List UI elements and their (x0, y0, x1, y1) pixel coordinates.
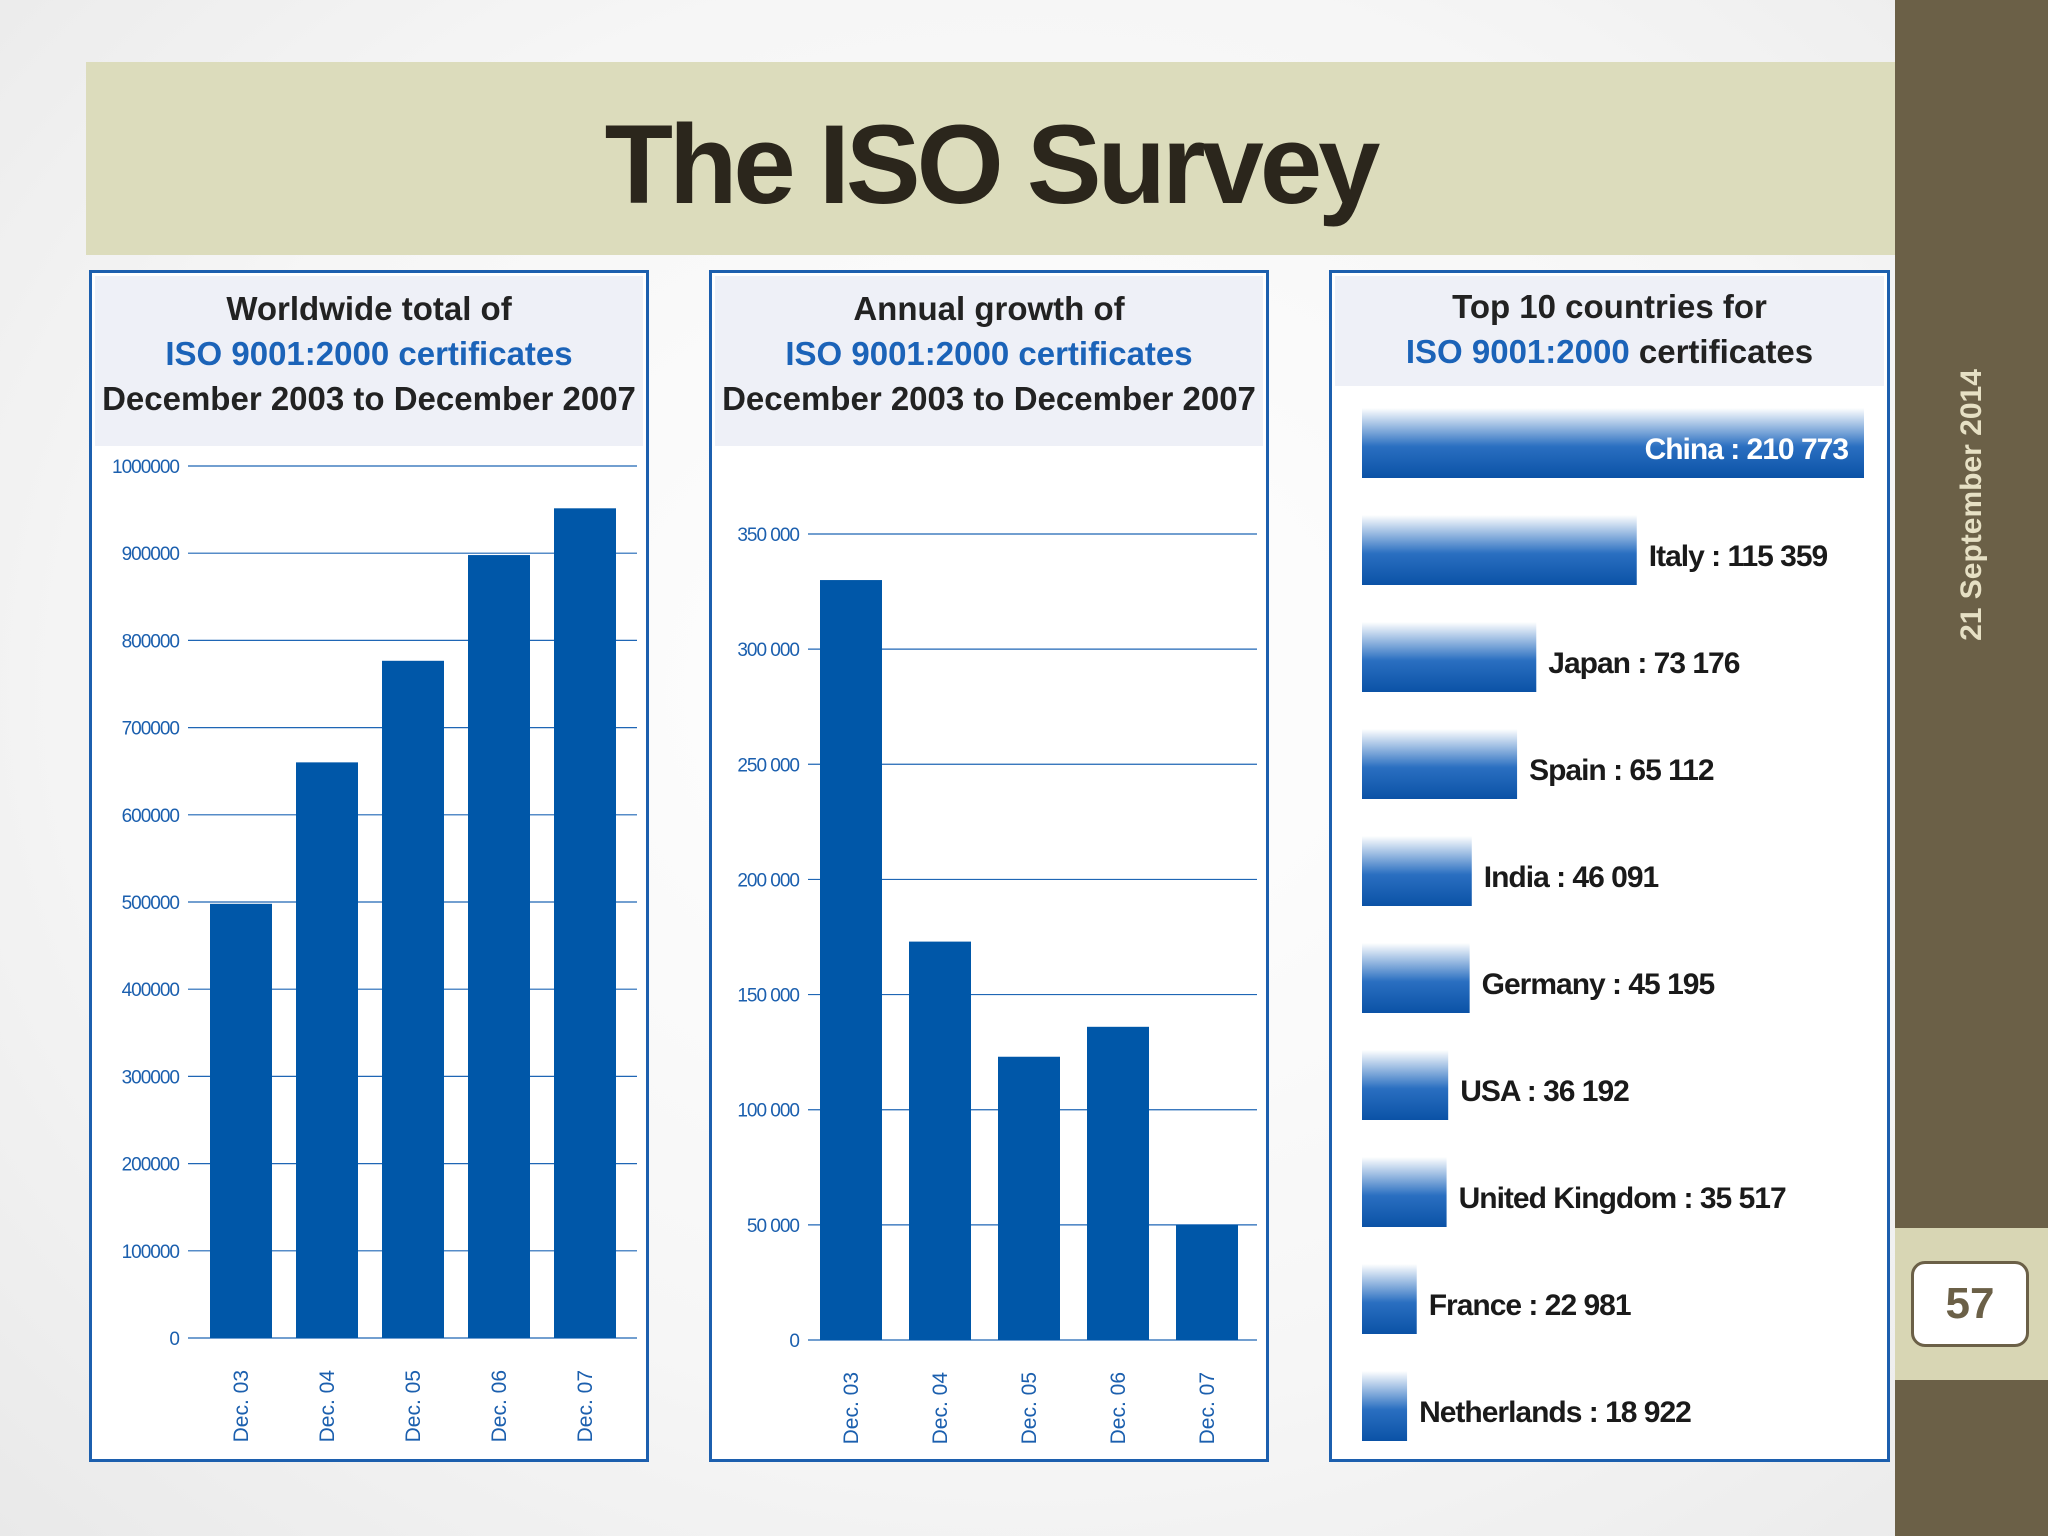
bar (1362, 515, 1637, 585)
bar (1176, 1224, 1238, 1340)
y-tick-label: 250 000 (737, 755, 799, 776)
x-tick-label: Dec. 05 (1018, 1372, 1041, 1444)
y-tick-label: 100000 (122, 1242, 180, 1263)
bar-data-label: Germany : 45 195 (1482, 968, 1715, 1001)
panel-annual-growth: Annual growth of ISO 9001:2000 certifica… (709, 270, 1269, 1462)
panel-title-line1: Top 10 countries for (1452, 288, 1767, 325)
panel-top-countries: Top 10 countries for ISO 9001:2000 certi… (1329, 270, 1890, 1462)
bar (1362, 943, 1470, 1013)
page-number-band: 57 (1895, 1228, 2048, 1380)
bar-data-label: China : 210 773 (1645, 433, 1849, 466)
y-tick-label: 350 000 (737, 525, 799, 546)
page-number: 57 (1911, 1261, 2029, 1347)
x-tick-label: Dec. 05 (402, 1370, 425, 1442)
bar-data-label: Italy : 115 359 (1649, 540, 1828, 573)
panel-title-line3: December 2003 to December 2007 (722, 380, 1256, 417)
x-tick-label: Dec. 06 (488, 1370, 511, 1442)
sidebar: 21 September 2014 57 (1895, 0, 2048, 1536)
panel-title-line2-blue: ISO 9001:2000 (1405, 333, 1630, 370)
bar-data-label: Netherlands : 18 922 (1419, 1396, 1691, 1429)
y-tick-label: 600000 (122, 806, 180, 827)
x-tick-label: Dec. 07 (1196, 1372, 1219, 1444)
title-band: The ISO Survey (86, 62, 1895, 255)
bar (1362, 1157, 1447, 1227)
bar-data-label: Japan : 73 176 (1548, 647, 1739, 680)
bar (1362, 1050, 1449, 1120)
bar (1362, 729, 1518, 799)
y-tick-label: 100 000 (737, 1101, 799, 1122)
slide-date: 21 September 2014 (1954, 369, 1988, 641)
bar-data-label: United Kingdom : 35 517 (1459, 1182, 1786, 1215)
y-tick-label: 150 000 (737, 986, 799, 1007)
x-tick-label: Dec. 07 (574, 1370, 597, 1442)
y-tick-label: 0 (789, 1331, 799, 1352)
chart-top-countries: China : 210 773 Italy : 115 359 Japan : 73… (1362, 408, 1864, 1441)
bar (1362, 408, 1864, 478)
bar (1362, 622, 1537, 692)
panel-title-line1: Worldwide total of (226, 290, 512, 327)
bar-data-label: USA : 36 192 (1460, 1075, 1629, 1108)
slide-title: The ISO Survey (604, 102, 1381, 227)
bar (1362, 836, 1472, 906)
bar (1087, 1026, 1149, 1340)
y-tick-label: 500000 (122, 893, 180, 914)
panel-header: Top 10 countries for ISO 9001:2000 certi… (1335, 276, 1884, 386)
y-tick-label: 300 000 (737, 640, 799, 661)
y-tick-label: 200000 (122, 1155, 180, 1176)
bar-data-label: India : 46 091 (1484, 861, 1659, 894)
x-tick-label: Dec. 04 (929, 1372, 952, 1445)
chart-annual-growth: 0 50 000 100 000 150 000 200 000 250 000 300 0… (737, 525, 1257, 1445)
y-tick-label: 300000 (122, 1067, 180, 1088)
panel-title-line2: ISO 9001:2000 certificates (785, 335, 1193, 372)
bar (998, 1056, 1060, 1340)
panel-worldwide-total: Worldwide total of ISO 9001:2000 certifi… (89, 270, 649, 1462)
chart-worldwide-total: 0 100000 200000 300000 400000 500000 600000 700… (112, 457, 637, 1443)
y-tick-label: 1000000 (112, 457, 179, 478)
y-tick-label: 700000 (122, 719, 180, 740)
panel-title-line3: December 2003 to December 2007 (102, 380, 636, 417)
bar (210, 903, 272, 1338)
bar-data-label: France : 22 981 (1429, 1289, 1631, 1322)
panel-title-line1: Annual growth of (853, 290, 1125, 327)
panel-title-line2-rest: certificates (1629, 333, 1814, 370)
y-tick-label: 800000 (122, 631, 180, 652)
x-tick-label: Dec. 04 (316, 1370, 339, 1443)
y-tick-label: 50 000 (747, 1216, 800, 1237)
bar (1362, 1264, 1417, 1334)
panel-title-line2: ISO 9001:2000 certificates (1335, 329, 1884, 374)
bar (296, 762, 358, 1338)
y-tick-label: 200 000 (737, 870, 799, 891)
panel-header: Annual growth of ISO 9001:2000 certifica… (715, 276, 1263, 446)
x-tick-label: Dec. 06 (1107, 1372, 1130, 1444)
bar (382, 660, 444, 1338)
bar (909, 941, 971, 1340)
y-tick-label: 400000 (122, 980, 180, 1001)
bar-data-label: Spain : 65 112 (1529, 754, 1714, 787)
bar (1362, 1371, 1408, 1441)
y-tick-label: 0 (169, 1329, 179, 1350)
bar (554, 508, 616, 1338)
y-tick-label: 900000 (122, 544, 180, 565)
x-tick-label: Dec. 03 (230, 1370, 253, 1442)
bar (820, 580, 882, 1340)
panel-header: Worldwide total of ISO 9001:2000 certifi… (95, 276, 643, 446)
panel-title-line2: ISO 9001:2000 certificates (165, 335, 573, 372)
x-tick-label: Dec. 03 (840, 1372, 863, 1444)
bar (468, 555, 530, 1338)
